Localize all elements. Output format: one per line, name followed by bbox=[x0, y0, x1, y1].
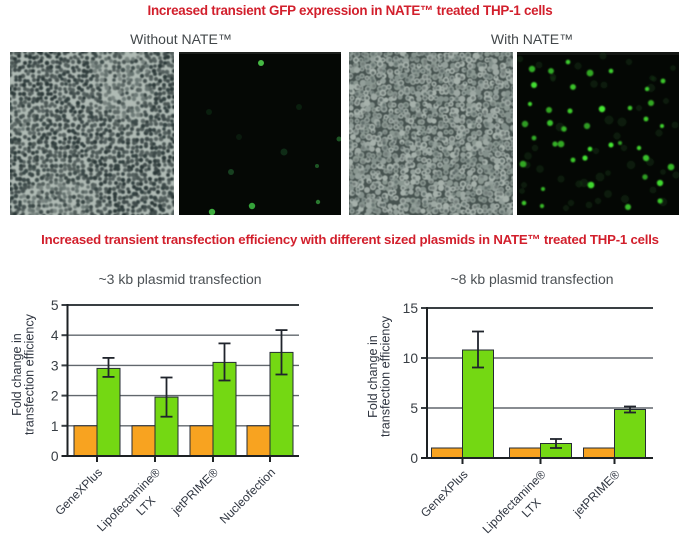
svg-text:5: 5 bbox=[51, 298, 59, 313]
svg-text:4: 4 bbox=[51, 328, 59, 343]
svg-text:Fold change intransfection eff: Fold change intransfection efficiency bbox=[366, 315, 393, 437]
svg-text:jetPRIME®: jetPRIME® bbox=[168, 465, 221, 518]
svg-text:~8 kb plasmid transfection: ~8 kb plasmid transfection bbox=[450, 271, 613, 287]
svg-text:Lipofectamine®LTX: Lipofectamine®LTX bbox=[480, 467, 561, 537]
svg-text:GeneXPlus: GeneXPlus bbox=[52, 465, 105, 518]
svg-text:Fold change intransfection eff: Fold change intransfection efficiency bbox=[10, 313, 37, 435]
svg-text:GeneXPlus: GeneXPlus bbox=[418, 467, 471, 520]
svg-text:1: 1 bbox=[51, 419, 59, 434]
svg-text:0: 0 bbox=[410, 451, 418, 466]
svg-text:3: 3 bbox=[51, 358, 59, 373]
svg-text:2: 2 bbox=[51, 389, 59, 404]
svg-text:5: 5 bbox=[410, 401, 418, 416]
svg-text:~3 kb plasmid transfection: ~3 kb plasmid transfection bbox=[98, 271, 261, 287]
svg-text:10: 10 bbox=[403, 351, 419, 366]
svg-text:15: 15 bbox=[403, 301, 419, 316]
svg-text:0: 0 bbox=[51, 449, 59, 464]
svg-text:Lipofectamine®LTX: Lipofectamine®LTX bbox=[94, 465, 175, 537]
svg-text:Nucleofection: Nucleofection bbox=[217, 465, 278, 526]
svg-text:jetPRIME®: jetPRIME® bbox=[570, 467, 623, 520]
